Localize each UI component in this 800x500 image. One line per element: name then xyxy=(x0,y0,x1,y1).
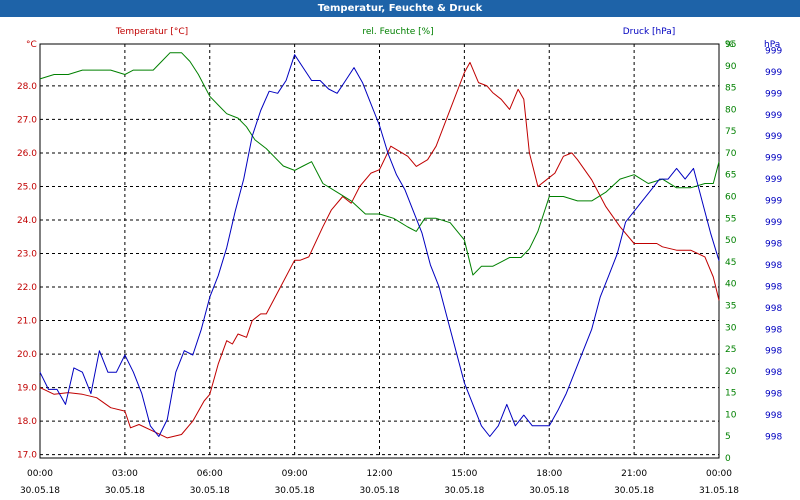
humidity-tick-label: 60 xyxy=(725,193,737,203)
pressure-tick-label: 998 xyxy=(765,368,782,378)
plot-frame xyxy=(39,43,720,459)
x-tick-date: 31.05.18 xyxy=(699,486,739,496)
chart-background xyxy=(0,17,800,500)
x-tick-time: 06:00 xyxy=(197,469,223,479)
pressure-tick-label: 999 xyxy=(765,132,782,142)
pressure-tick-label: 998 xyxy=(765,390,782,400)
humidity-line xyxy=(39,52,720,276)
x-tick-time: 21:00 xyxy=(621,469,647,479)
x-tick-time: 18:00 xyxy=(536,469,562,479)
temperature-tick-label: 25.0 xyxy=(17,182,37,192)
pressure-tick-label: 999 xyxy=(765,68,782,78)
x-tick-time: 09:00 xyxy=(282,469,308,479)
pressure-axis-label: Druck [hPa] xyxy=(623,27,676,37)
temperature-tick-label: 23.0 xyxy=(17,250,37,260)
humidity-tick-label: 35 xyxy=(725,301,736,311)
x-tick-time: 15:00 xyxy=(451,469,477,479)
x-tick-date: 30.05.18 xyxy=(190,486,230,496)
x-tick-date: 30.05.18 xyxy=(444,486,484,496)
humidity-tick-label: 80 xyxy=(725,105,737,115)
humidity-tick-label: 95 xyxy=(725,40,736,50)
temperature-tick-label: 17.0 xyxy=(17,451,37,461)
humidity-tick-label: 65 xyxy=(725,171,736,181)
x-tick-time: 00:00 xyxy=(27,469,53,479)
pressure-tick-label: 999 xyxy=(765,175,782,185)
x-tick-date: 30.05.18 xyxy=(105,486,145,496)
temperature-line xyxy=(39,61,720,439)
pressure-tick-label: 999 xyxy=(765,89,782,99)
temperature-unit: °C xyxy=(26,40,37,50)
pressure-tick-label: 998 xyxy=(765,433,782,443)
temperature-tick-label: 20.0 xyxy=(17,350,37,360)
series-layer xyxy=(39,52,720,439)
x-tick-date: 30.05.18 xyxy=(275,486,315,496)
pressure-tick-label: 998 xyxy=(765,261,782,271)
temperature-tick-label: 26.0 xyxy=(17,149,37,159)
humidity-tick-label: 55 xyxy=(725,214,736,224)
pressure-tick-label: 999 xyxy=(765,218,782,228)
x-tick-date: 30.05.18 xyxy=(529,486,569,496)
pressure-tick-label: 998 xyxy=(765,347,782,357)
pressure-tick-label: 998 xyxy=(765,411,782,421)
humidity-tick-label: 70 xyxy=(725,149,737,159)
pressure-tick-label: 999 xyxy=(765,154,782,164)
temperature-tick-label: 22.0 xyxy=(17,283,37,293)
pressure-line xyxy=(39,54,720,437)
pressure-tick-label: 998 xyxy=(765,282,782,292)
humidity-tick-label: 10 xyxy=(725,410,737,420)
grid-lines xyxy=(40,44,719,458)
tick-labels: 00:00 30.05.18 03:00 30.05.18 06:00 30.05.18 0… xyxy=(17,40,782,496)
humidity-tick-label: 40 xyxy=(725,280,737,290)
pressure-unit: hPa xyxy=(764,40,780,50)
pressure-tick-label: 999 xyxy=(765,111,782,121)
humidity-axis-label: rel. Feuchte [%] xyxy=(362,27,433,37)
x-tick-date: 30.05.18 xyxy=(20,486,60,496)
temperature-tick-label: 18.0 xyxy=(17,417,37,427)
temperature-tick-label: 19.0 xyxy=(17,384,37,394)
humidity-tick-label: 50 xyxy=(725,236,737,246)
temperature-tick-label: 24.0 xyxy=(17,216,37,226)
humidity-tick-label: 15 xyxy=(725,389,736,399)
pressure-tick-label: 999 xyxy=(765,46,782,56)
humidity-tick-label: 0 xyxy=(725,454,731,464)
humidity-tick-label: 30 xyxy=(725,323,737,333)
weather-chart: 00:00 30.05.18 03:00 30.05.18 06:00 30.05.18 0… xyxy=(0,17,800,500)
humidity-tick-label: 20 xyxy=(725,367,737,377)
temperature-tick-label: 28.0 xyxy=(17,82,37,92)
humidity-tick-label: 75 xyxy=(725,127,736,137)
x-tick-time: 00:00 xyxy=(706,469,732,479)
x-tick-date: 30.05.18 xyxy=(614,486,654,496)
temperature-axis-label: Temperatur [°C] xyxy=(115,27,188,37)
humidity-unit: % xyxy=(725,40,734,50)
humidity-tick-label: 25 xyxy=(725,345,736,355)
temperature-tick-label: 21.0 xyxy=(17,317,37,327)
humidity-tick-label: 45 xyxy=(725,258,736,268)
window-title: Temperatur, Feuchte & Druck xyxy=(0,0,800,17)
pressure-tick-label: 998 xyxy=(765,325,782,335)
temperature-tick-label: 27.0 xyxy=(17,115,37,125)
x-tick-time: 03:00 xyxy=(112,469,138,479)
humidity-tick-label: 85 xyxy=(725,84,736,94)
pressure-tick-label: 998 xyxy=(765,304,782,314)
pressure-tick-label: 998 xyxy=(765,239,782,249)
x-tick-time: 12:00 xyxy=(367,469,393,479)
humidity-tick-label: 90 xyxy=(725,62,737,72)
humidity-tick-label: 5 xyxy=(725,432,731,442)
x-tick-date: 30.05.18 xyxy=(359,486,399,496)
pressure-tick-label: 999 xyxy=(765,197,782,207)
